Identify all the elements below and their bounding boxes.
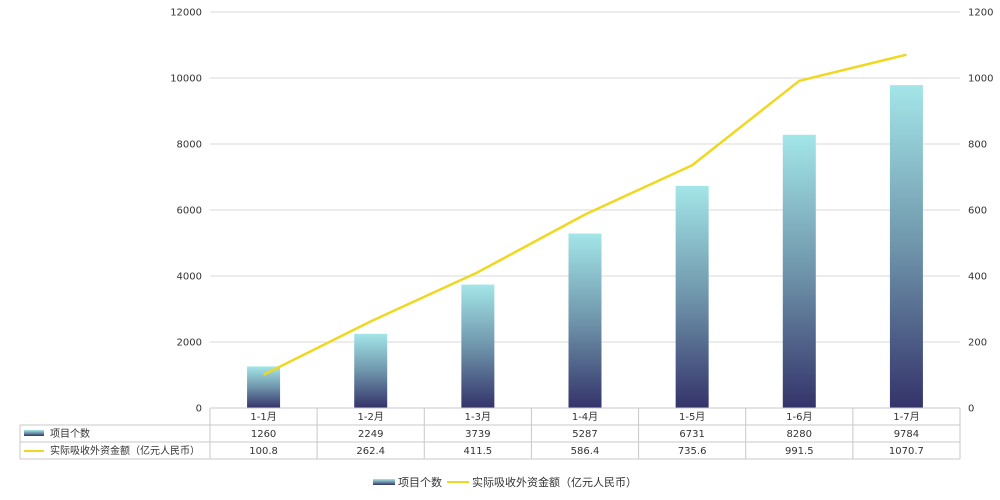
category-label: 1-5月: [679, 411, 705, 423]
bar: [568, 233, 602, 408]
bar: [889, 85, 923, 409]
right-tick-label: 400: [968, 272, 987, 283]
category-label: 1-1月: [250, 411, 276, 423]
legend-label: 项目个数: [398, 476, 442, 489]
table-cell: 8280: [787, 429, 812, 440]
left-axis: 0 2000 4000 6000 8000 10000 12000: [170, 8, 202, 415]
bar: [675, 185, 709, 408]
left-tick-label: 4000: [177, 272, 202, 283]
bar: [354, 333, 388, 408]
table-cell: 9784: [894, 429, 919, 440]
table-cell: 411.5: [464, 446, 493, 457]
right-axis: 0 200 400 600 800 1000 1200: [968, 8, 993, 415]
table-cell: 991.5: [785, 446, 814, 457]
table-bar-key: [24, 430, 44, 436]
right-tick-label: 600: [968, 206, 987, 217]
legend-label: 实际吸收外资金额（亿元人民币）: [472, 475, 637, 489]
table-cell: 262.4: [356, 446, 385, 457]
data-table: 1-1月 1-2月 1-3月 1-4月 1-5月 1-6月 1-7月项目个数实际吸收外资金额…: [19, 407, 961, 460]
bar: [461, 284, 495, 408]
category-label: 1-3月: [465, 411, 491, 423]
legend-bar-swatch: [373, 479, 395, 485]
right-tick-label: 800: [968, 140, 987, 151]
table-cell: 2249: [358, 429, 383, 440]
table-cell: 1070.7: [889, 446, 924, 457]
right-tick-label: 1000: [968, 74, 993, 85]
table-cell: 6731: [679, 429, 704, 440]
table-cell: 586.4: [571, 446, 600, 457]
category-label: 1-7月: [893, 411, 919, 423]
table-row-header: 项目个数: [50, 427, 90, 440]
table-cell: 1260: [251, 429, 276, 440]
right-tick-label: 200: [968, 338, 987, 349]
legend: 项目个数 实际吸收外资金额（亿元人民币）: [373, 475, 637, 489]
category-label: 1-6月: [786, 411, 812, 423]
bar: [782, 134, 816, 408]
category-label: 1-4月: [572, 411, 598, 423]
bar: [247, 366, 281, 408]
right-tick-label: 1200: [968, 8, 993, 19]
right-tick-label: 0: [968, 404, 974, 415]
left-tick-label: 8000: [177, 140, 202, 151]
left-tick-label: 10000: [170, 74, 202, 85]
table-cell: 3739: [465, 429, 490, 440]
category-label: 1-2月: [358, 411, 384, 423]
table-cell: 735.6: [678, 446, 707, 457]
table-row-header: 实际吸收外资金额（亿元人民币）: [50, 444, 200, 457]
bar-series: [247, 85, 923, 409]
left-tick-label: 6000: [177, 206, 202, 217]
table-cell: 100.8: [249, 446, 278, 457]
left-tick-label: 0: [196, 404, 202, 415]
line-series: [263, 53, 907, 376]
left-tick-label: 12000: [170, 8, 202, 19]
table-cell: 5287: [572, 429, 597, 440]
left-tick-label: 2000: [177, 338, 202, 349]
